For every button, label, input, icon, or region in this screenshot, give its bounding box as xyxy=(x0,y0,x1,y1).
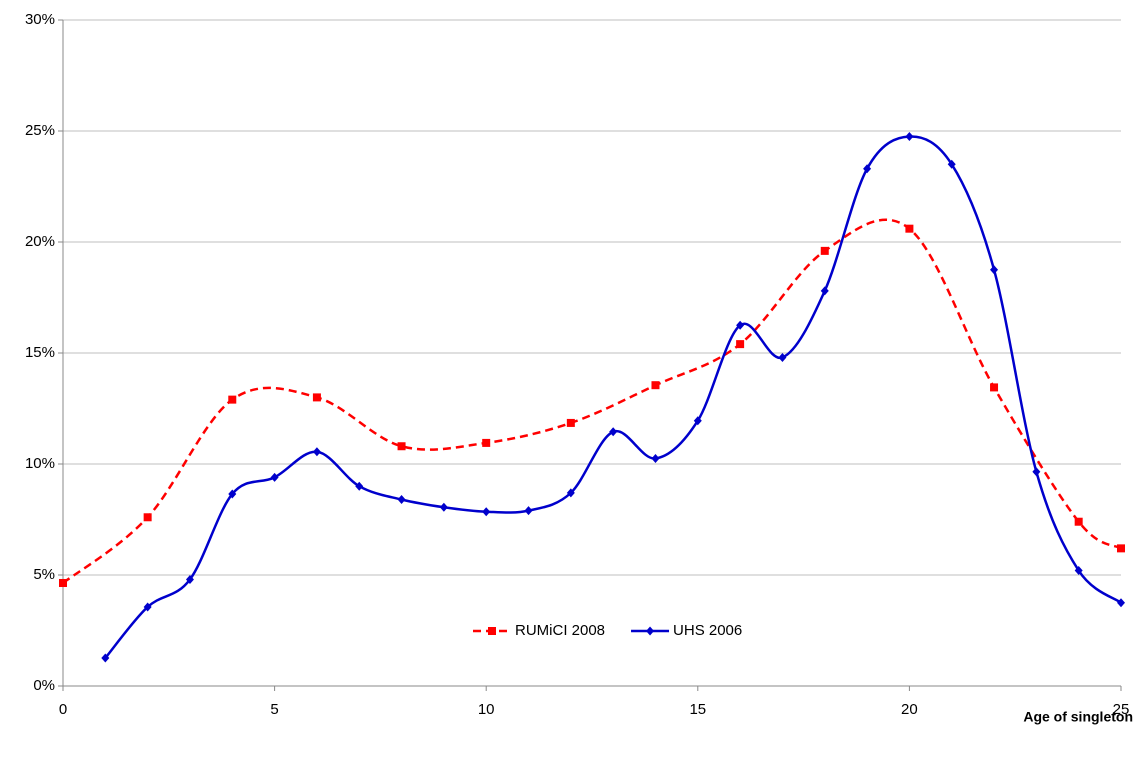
point xyxy=(1074,566,1083,576)
series-line xyxy=(62,218,1122,584)
point xyxy=(439,502,448,512)
point xyxy=(693,416,702,426)
y-tick-label: 0% xyxy=(33,677,55,694)
point xyxy=(820,286,829,296)
point xyxy=(820,246,829,255)
y-tick-label: 15% xyxy=(25,344,55,361)
y-tick-label: 10% xyxy=(25,455,55,472)
x-tick-label: 15 xyxy=(689,701,706,718)
point xyxy=(566,418,575,427)
legend-marker xyxy=(646,626,655,636)
point xyxy=(1074,517,1083,526)
legend-marker xyxy=(488,627,496,635)
y-tick-label: 25% xyxy=(25,122,55,139)
point xyxy=(609,427,618,437)
x-tick-label: 10 xyxy=(478,701,495,718)
point xyxy=(101,653,110,663)
x-tick-label: 20 xyxy=(901,701,918,718)
legend-label: UHS 2006 xyxy=(673,622,742,639)
point xyxy=(228,489,237,499)
point xyxy=(566,488,575,498)
point xyxy=(524,506,533,516)
point xyxy=(905,132,914,142)
point xyxy=(651,453,660,463)
x-tick-label: 5 xyxy=(270,701,278,718)
point xyxy=(778,352,787,362)
y-tick-label: 30% xyxy=(25,11,55,28)
y-tick-label: 5% xyxy=(33,566,55,583)
point xyxy=(143,513,152,522)
point xyxy=(1117,598,1125,608)
x-tick-label: 0 xyxy=(59,701,67,718)
point xyxy=(736,340,745,349)
point xyxy=(185,574,194,584)
point xyxy=(990,383,999,392)
point xyxy=(947,159,956,169)
point xyxy=(312,447,321,457)
series-line xyxy=(104,135,1122,659)
point xyxy=(905,224,914,233)
point xyxy=(990,265,999,275)
point xyxy=(355,481,364,491)
point xyxy=(397,442,406,451)
point xyxy=(1032,467,1041,477)
y-tick-label: 20% xyxy=(25,233,55,250)
point xyxy=(1117,544,1125,553)
point xyxy=(482,438,491,447)
legend-label: RUMiCI 2008 xyxy=(515,622,605,639)
point xyxy=(59,578,67,587)
x-axis-label: Age of singleton xyxy=(1023,709,1133,725)
point xyxy=(736,320,745,330)
point xyxy=(397,495,406,505)
point xyxy=(863,164,872,174)
point xyxy=(270,472,279,482)
point xyxy=(482,507,491,517)
point xyxy=(651,381,660,390)
point xyxy=(312,393,321,402)
x-tick-label: 25 xyxy=(1113,701,1130,718)
point xyxy=(228,395,237,404)
point xyxy=(143,602,152,612)
